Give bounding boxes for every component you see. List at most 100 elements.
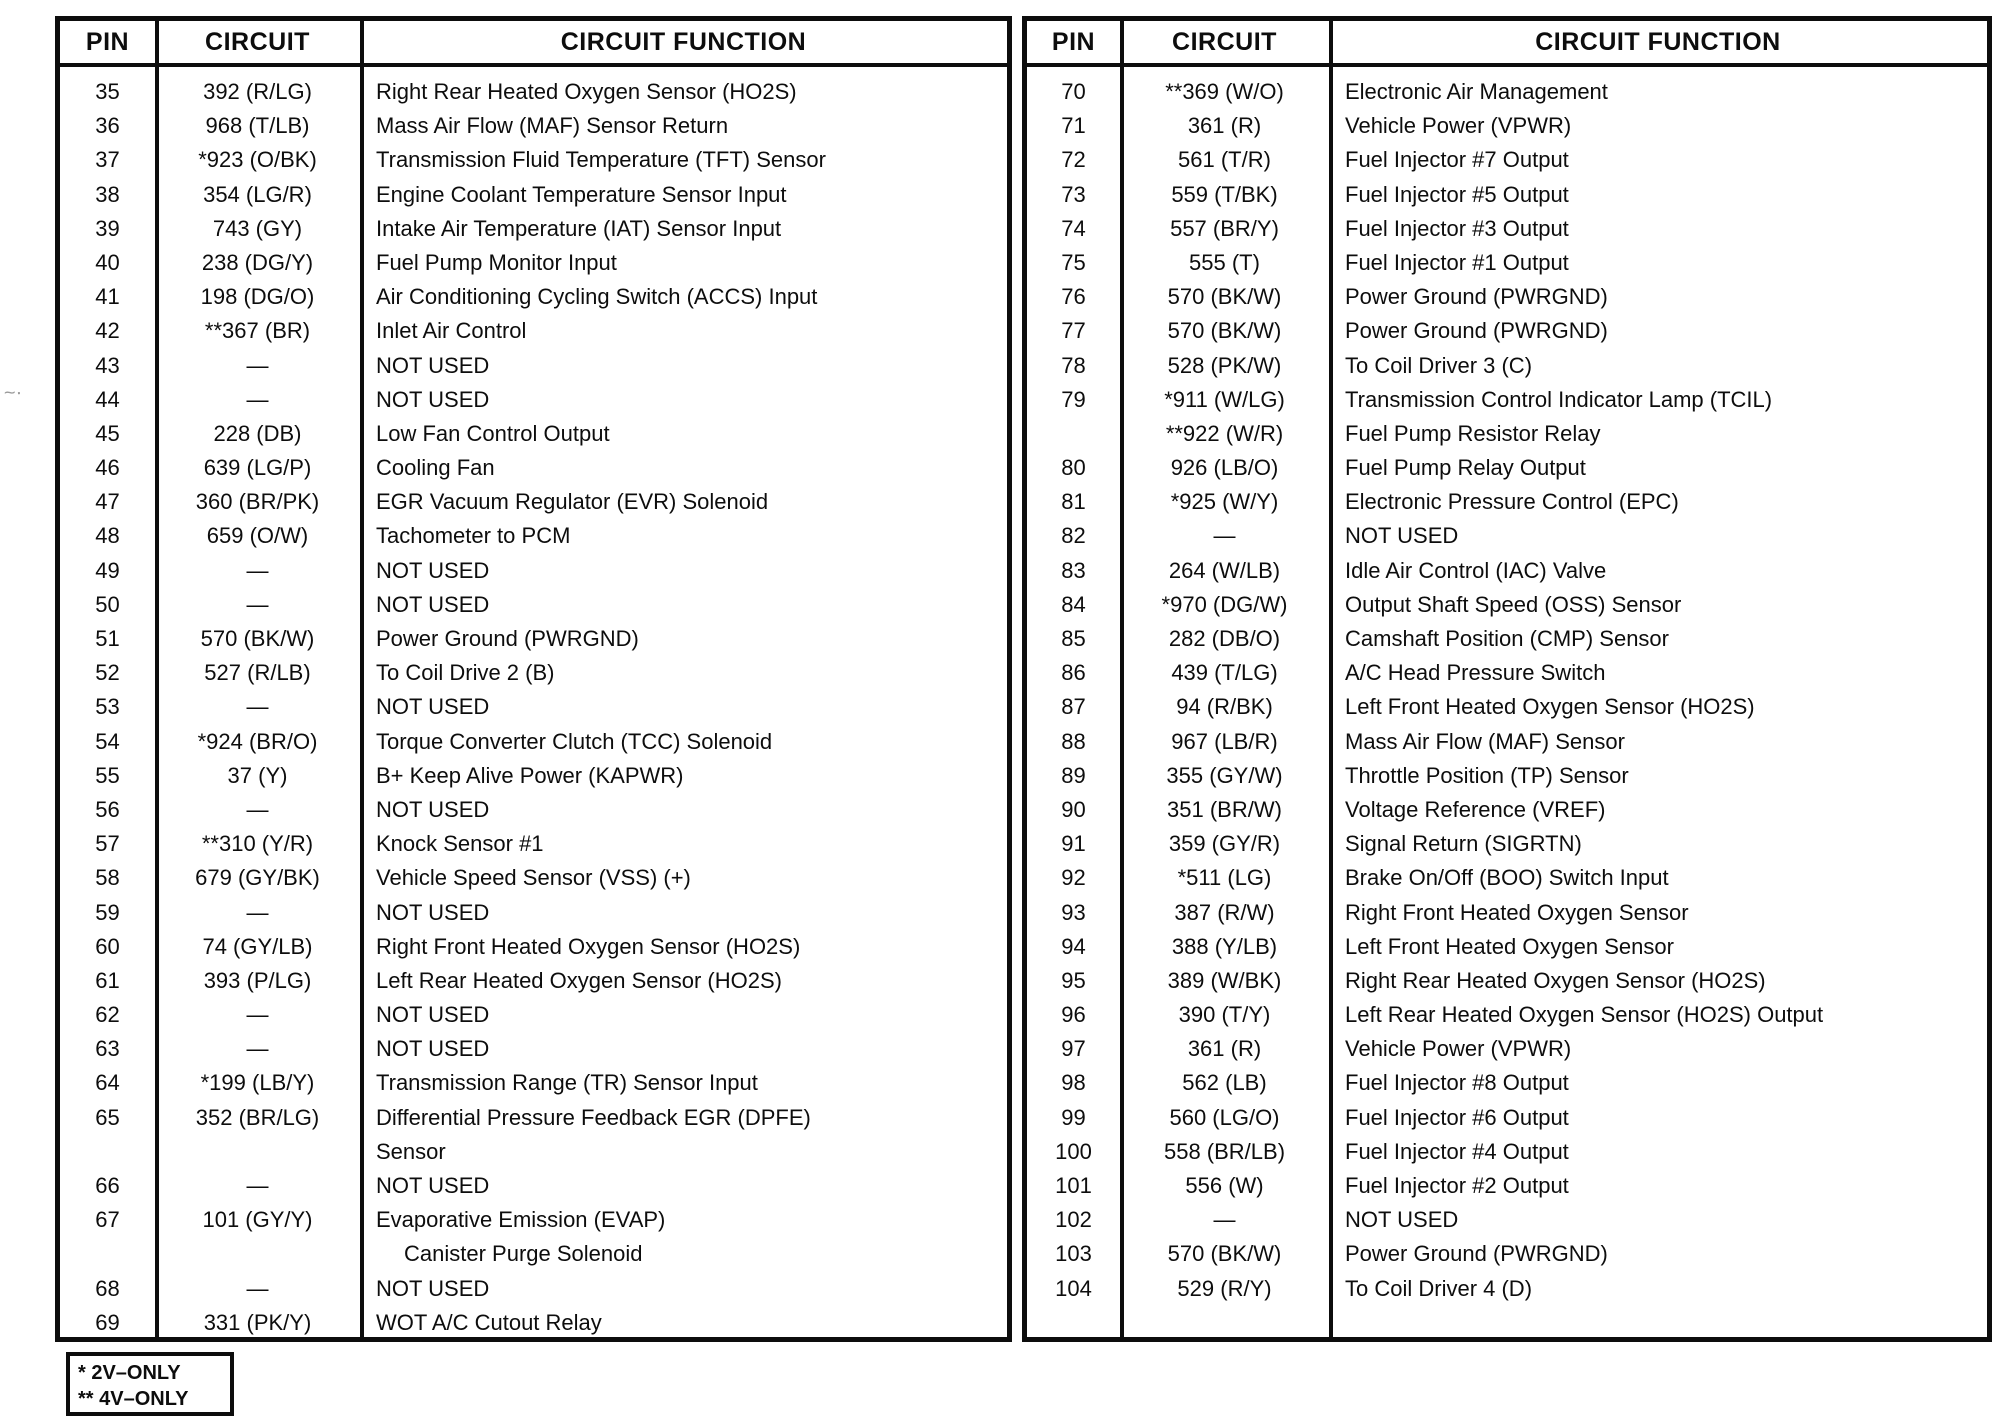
function-cell: Fuel Injector #2 Output [1345, 1173, 1569, 1198]
table-row: 44 — NOT USED [60, 383, 1007, 417]
table-row: 79 *911 (W/LG) Transmission Control Indica… [1027, 383, 1987, 417]
circuit-cell: **367 (BR) [204, 318, 311, 344]
function-cell: Fuel Injector #5 Output [1345, 181, 1569, 207]
pin-cell: 82 [1061, 523, 1086, 549]
table-row: Canister Purge Solenoid [60, 1237, 1007, 1271]
pin-cell: 86 [1061, 660, 1086, 686]
pin-cell: 80 [1061, 455, 1086, 481]
pin-cell: 61 [95, 967, 120, 993]
circuit-cell: 101 (GY/Y) [202, 1207, 313, 1233]
pin-cell: 72 [1061, 147, 1086, 173]
pin-cell: 74 [1061, 215, 1086, 241]
circuit-cell: *925 (W/Y) [1170, 489, 1279, 515]
pin-cell: 79 [1061, 386, 1086, 412]
table-row: 42 **367 (BR) Inlet Air Control [60, 314, 1007, 348]
table-row: 53 — NOT USED [60, 690, 1007, 724]
pin-cell: 44 [95, 386, 120, 412]
circuit-cell: 392 (R/LG) [203, 79, 312, 104]
table-row: 61 393 (P/LG) Left Rear Heated Oxygen Sens… [60, 964, 1007, 998]
header-circuit-function: CIRCUIT FUNCTION [560, 27, 807, 56]
pin-cell: 66 [95, 1173, 120, 1198]
table-row: 52 527 (R/LB) To Coil Drive 2 (B) [60, 656, 1007, 690]
function-cell: Right Rear Heated Oxygen Sensor (HO2S) [376, 79, 797, 104]
pin-cell: 38 [95, 181, 120, 207]
circuit-cell: 555 (T) [1189, 249, 1260, 275]
function-cell: Vehicle Power (VPWR) [1345, 1036, 1572, 1062]
table-row: 40 238 (DG/Y) Fuel Pump Monitor Input [60, 246, 1007, 280]
circuit-cell: 352 (BR/LG) [195, 1104, 320, 1130]
pin-cell: 75 [1061, 249, 1086, 275]
table-row: 47 360 (BR/PK) EGR Vacuum Regulator (EVR) … [60, 485, 1007, 519]
column-divider [360, 21, 364, 1337]
pin-cell: 39 [95, 215, 120, 241]
pin-cell: 96 [1061, 1002, 1086, 1028]
function-cell: Air Conditioning Cycling Switch (ACCS) I… [376, 284, 818, 310]
pin-cell: 84 [1061, 591, 1086, 617]
table-row: 51 570 (BK/W) Power Ground (PWRGND) [60, 622, 1007, 656]
circuit-cell: **369 (W/O) [1165, 79, 1284, 104]
pin-cell: 55 [95, 762, 120, 788]
pin-cell [60, 1237, 155, 1271]
circuit-cell: 74 (GY/LB) [202, 933, 313, 959]
circuit-cell: 743 (GY) [212, 215, 303, 241]
pin-cell: 67 [95, 1207, 120, 1233]
table-body: 35 392 (R/LG) Right Rear Heated Oxygen Sen… [60, 67, 1007, 1340]
pin-cell: 73 [1061, 181, 1086, 207]
pin-cell: 37 [95, 147, 120, 173]
function-cell: Transmission Range (TR) Sensor Input [376, 1070, 758, 1096]
circuit-cell: — [246, 796, 269, 822]
table-row: 71 361 (R) Vehicle Power (VPWR) [1027, 109, 1987, 143]
function-cell: Evaporative Emission (EVAP) [376, 1207, 666, 1233]
table-row: 83 264 (W/LB) Idle Air Control (IAC) Valve [1027, 554, 1987, 588]
pin-cell: 35 [95, 79, 120, 104]
column-divider [1329, 21, 1333, 1337]
pin-cell: 58 [95, 865, 120, 891]
table-row: 56 — NOT USED [60, 793, 1007, 827]
pin-cell: 47 [95, 489, 120, 515]
table-row: 99 560 (LG/O) Fuel Injector #6 Output [1027, 1101, 1987, 1135]
function-cell: Mass Air Flow (MAF) Sensor Return [376, 113, 729, 139]
function-cell: Intake Air Temperature (IAT) Sensor Inpu… [376, 215, 782, 241]
table-row: 92 *511 (LG) Brake On/Off (BOO) Switch Inp… [1027, 861, 1987, 895]
circuit-cell: 238 (DG/Y) [201, 249, 314, 275]
pin-cell [1027, 417, 1120, 451]
table-row: 104 529 (R/Y) To Coil Driver 4 (D) [1027, 1272, 1987, 1306]
function-cell: NOT USED [376, 1002, 490, 1028]
pin-cell: 50 [95, 591, 120, 617]
function-cell: Power Ground (PWRGND) [376, 626, 639, 651]
pin-cell: 92 [1061, 865, 1086, 891]
table-row: 74 557 (BR/Y) Fuel Injector #3 Output [1027, 212, 1987, 246]
table-row: 57 **310 (Y/R) Knock Sensor #1 [60, 827, 1007, 861]
circuit-cell: 94 (R/BK) [1176, 694, 1273, 720]
circuit-cell: 198 (DG/O) [200, 284, 315, 310]
function-cell: Left Rear Heated Oxygen Sensor (HO2S) [376, 967, 782, 993]
function-cell: Voltage Reference (VREF) [1345, 796, 1606, 822]
pin-cell: 70 [1061, 79, 1086, 104]
circuit-cell: 282 (DB/O) [1168, 626, 1281, 651]
header-circuit-function: CIRCUIT FUNCTION [1535, 27, 1781, 56]
header-pin: PIN [1051, 27, 1096, 56]
circuit-cell: 556 (W) [1185, 1173, 1264, 1198]
circuit-cell: 355 (GY/W) [1166, 762, 1283, 788]
pin-cell: 43 [95, 352, 120, 378]
function-cell: Fuel Pump Monitor Input [376, 249, 617, 275]
pinout-table-pins-35-69: PIN CIRCUIT CIRCUIT FUNCTION 35 392 (R/LG… [55, 16, 1012, 1342]
circuit-cell: — [1213, 1207, 1236, 1233]
function-cell: WOT A/C Cutout Relay [376, 1309, 602, 1335]
circuit-cell: 558 (BR/LB) [1163, 1138, 1286, 1164]
function-cell: NOT USED [376, 591, 490, 617]
table-row: 103 570 (BK/W) Power Ground (PWRGND) [1027, 1237, 1987, 1271]
circuit-cell: 528 (PK/W) [1167, 352, 1282, 378]
circuit-cell: — [1213, 523, 1236, 549]
pin-cell: 52 [95, 660, 120, 686]
pin-cell: 68 [95, 1275, 120, 1301]
header-pin: PIN [85, 27, 130, 56]
function-cell: Power Ground (PWRGND) [1345, 318, 1608, 344]
function-cell: Right Front Heated Oxygen Sensor [1345, 899, 1689, 925]
circuit-cell: — [246, 386, 269, 412]
column-divider [1120, 21, 1124, 1337]
table-row: 95 389 (W/BK) Right Rear Heated Oxygen Sen… [1027, 964, 1987, 998]
function-cell: NOT USED [376, 796, 490, 822]
circuit-cell: 359 (GY/R) [1168, 831, 1281, 857]
circuit-cell: — [246, 1002, 269, 1028]
